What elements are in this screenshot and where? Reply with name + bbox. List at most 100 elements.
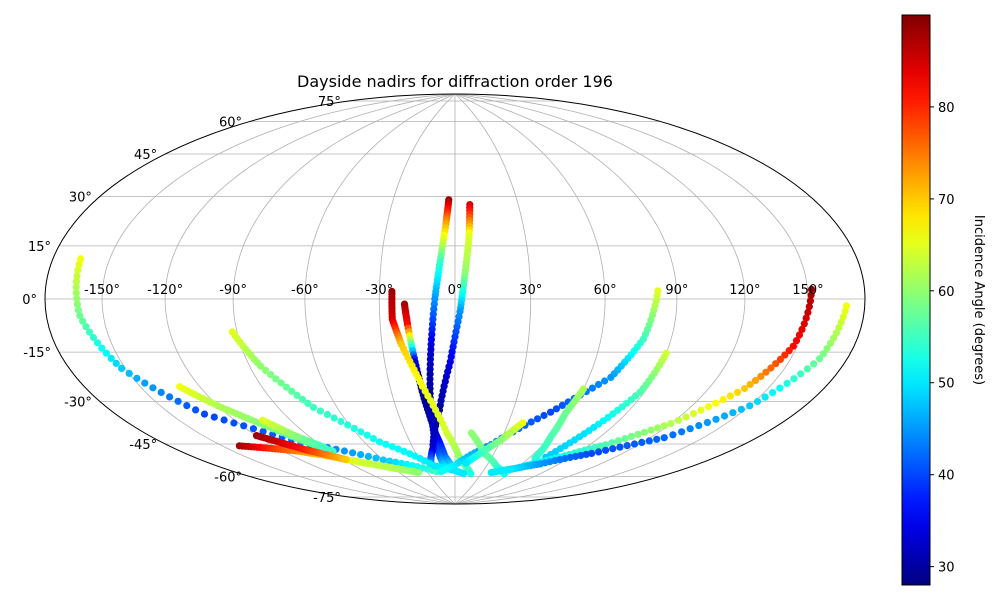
lat-tick-label: -75° — [313, 491, 341, 506]
data-point — [269, 430, 277, 438]
data-point — [638, 438, 646, 446]
data-point — [841, 307, 849, 315]
data-point — [304, 399, 312, 407]
data-point — [608, 439, 616, 447]
data-point — [200, 410, 209, 418]
lat-tick-label: 75° — [318, 95, 341, 110]
lat-tick-label: 60° — [219, 116, 242, 131]
data-point — [807, 285, 816, 293]
data-point — [630, 440, 639, 448]
data-point — [627, 432, 635, 441]
data-point — [133, 374, 141, 382]
data-point — [210, 413, 218, 421]
data-point — [601, 377, 609, 385]
data-point — [249, 425, 257, 433]
data-point — [588, 449, 596, 457]
data-point — [437, 468, 445, 476]
lat-tick-label: -15° — [23, 346, 51, 361]
map-boundary — [44, 93, 866, 505]
lon-tick-label: 90° — [665, 283, 688, 298]
data-point — [837, 318, 845, 326]
data-point — [74, 266, 82, 274]
data-point — [686, 425, 694, 433]
data-point — [609, 445, 617, 453]
data-point — [689, 410, 698, 418]
data-point — [363, 431, 371, 439]
data-point — [746, 380, 754, 389]
data-point — [72, 278, 80, 286]
data-point — [467, 470, 475, 478]
data-point — [823, 344, 831, 353]
data-point — [678, 428, 686, 436]
data-point — [616, 443, 624, 451]
data-point — [798, 325, 806, 333]
data-point — [826, 339, 835, 347]
colorbar-tick-label: 80 — [938, 101, 955, 116]
lon-tick-label: -60° — [291, 283, 319, 298]
data-point — [349, 449, 357, 457]
data-point — [614, 437, 623, 445]
data-point — [602, 446, 610, 454]
data-point — [776, 384, 784, 392]
data-point — [682, 413, 690, 421]
data-point — [697, 406, 705, 414]
data-point — [257, 362, 265, 370]
data-point — [654, 424, 662, 432]
data-point — [660, 422, 668, 430]
data-point — [320, 443, 328, 451]
data-point — [157, 388, 165, 396]
data-point — [79, 317, 87, 325]
data-point — [166, 393, 174, 401]
data-point — [262, 366, 270, 374]
data-point — [400, 447, 408, 455]
colorbar-tick-label: 30 — [938, 561, 955, 576]
data-point — [607, 373, 615, 381]
data-point — [82, 323, 90, 331]
data-point — [647, 426, 655, 434]
lon-tick-label: 0° — [448, 283, 463, 298]
data-point — [582, 450, 590, 458]
data-point — [391, 458, 400, 466]
data-point — [795, 331, 804, 339]
data-point — [733, 388, 742, 396]
lon-tick-label: -30° — [365, 283, 393, 298]
lon-tick-label: -90° — [219, 283, 247, 298]
lat-tick-label: 0° — [22, 293, 37, 308]
data-point — [460, 469, 468, 478]
data-point — [141, 379, 149, 387]
data-point — [379, 456, 387, 464]
colorbar-gradient — [901, 14, 931, 586]
data-point — [751, 376, 760, 385]
data-point — [340, 447, 348, 455]
data-point — [645, 437, 653, 445]
data-point — [85, 328, 94, 336]
data-point — [98, 344, 106, 352]
data-point — [781, 351, 789, 359]
data-point — [769, 389, 777, 397]
data-point — [772, 360, 780, 368]
data-point — [757, 372, 765, 380]
data-point — [792, 337, 801, 345]
data-point — [73, 295, 81, 303]
data-point — [640, 428, 649, 436]
colorbar: 30 40 50 60 70 80 Incidence Angle (degrees) — [901, 14, 986, 586]
colorbar-tick-label: 70 — [938, 193, 955, 208]
data-point — [762, 368, 770, 376]
data-point — [230, 419, 238, 427]
data-point — [183, 402, 191, 410]
lat-tick-label: 45° — [134, 148, 157, 163]
data-point — [746, 402, 754, 410]
data-point — [118, 364, 126, 372]
data-point — [394, 445, 402, 453]
data-point — [806, 297, 815, 305]
lat-tick-label: 30° — [69, 191, 92, 206]
data-points — [72, 196, 851, 478]
data-point — [192, 406, 200, 414]
colorbar-tick-label: 60 — [938, 285, 955, 300]
data-point — [797, 370, 805, 378]
data-point — [805, 303, 813, 311]
data-point — [720, 412, 729, 420]
data-point — [540, 411, 548, 420]
data-point — [93, 339, 102, 347]
data-point — [330, 414, 338, 422]
